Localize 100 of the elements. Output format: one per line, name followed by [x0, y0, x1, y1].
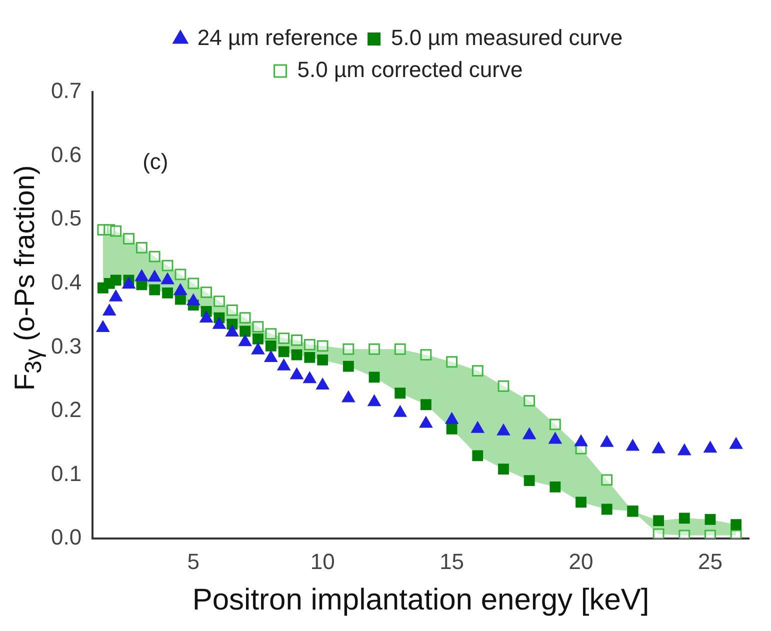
point [496, 424, 510, 436]
y-tick-label: 0.5 [50, 206, 82, 231]
point [678, 444, 691, 456]
point [123, 233, 134, 244]
point [291, 349, 302, 360]
annotation: (c) [142, 149, 168, 174]
point [498, 464, 509, 475]
point [265, 340, 276, 352]
point [368, 372, 380, 383]
point [122, 277, 136, 289]
point [175, 294, 186, 305]
x-axis-title: Positron implantation energy [keV] [192, 583, 650, 616]
point [251, 342, 265, 354]
point [445, 412, 458, 424]
point [226, 304, 238, 316]
y-tick-label: 0.6 [50, 142, 82, 167]
point [135, 270, 148, 282]
point [522, 428, 536, 440]
x-tick-label: 5 [187, 548, 200, 574]
point [678, 530, 690, 539]
point [730, 530, 742, 539]
legend-label: 24 µm reference [197, 25, 358, 50]
point [653, 515, 664, 526]
point [200, 310, 213, 322]
point [548, 432, 562, 444]
point [200, 286, 212, 298]
point [291, 334, 302, 346]
point [239, 312, 251, 324]
y-tick-label: 0.7 [50, 78, 82, 104]
point [186, 294, 200, 306]
point [342, 390, 355, 402]
point [316, 340, 328, 352]
point [730, 437, 743, 449]
point [252, 321, 264, 332]
point [549, 418, 561, 430]
point [264, 350, 278, 362]
point [524, 395, 536, 406]
point [420, 399, 432, 410]
y-tick-label: 0.4 [50, 269, 82, 294]
point [524, 475, 535, 486]
point [278, 346, 290, 358]
point [148, 270, 162, 282]
point [704, 514, 716, 525]
y-tick-label: 0.3 [50, 333, 82, 358]
x-tick-label: 15 [440, 548, 464, 574]
point [149, 284, 160, 296]
point [730, 519, 742, 530]
point [252, 333, 264, 344]
y-tick-label: 0.0 [50, 524, 82, 550]
point [420, 349, 432, 361]
point [317, 354, 328, 366]
point [238, 334, 252, 346]
point [110, 225, 122, 237]
point [174, 284, 188, 296]
y-tick-label: 0.1 [50, 460, 82, 486]
point [498, 380, 510, 392]
point [160, 272, 174, 284]
point [342, 343, 354, 355]
point [342, 360, 354, 372]
x-tick-label: 20 [568, 548, 594, 574]
point [704, 441, 717, 453]
point [304, 338, 316, 350]
point [316, 378, 330, 390]
point [419, 416, 433, 428]
point [162, 288, 173, 298]
point [188, 278, 200, 290]
point [265, 328, 277, 340]
point [652, 442, 666, 454]
point [214, 296, 225, 307]
x-tick-label: 10 [310, 548, 335, 574]
point [704, 530, 716, 539]
point [212, 317, 226, 329]
point [652, 528, 664, 539]
point [102, 304, 116, 316]
point [277, 358, 290, 370]
point [96, 320, 110, 332]
point [472, 365, 484, 377]
point [601, 474, 613, 486]
point [394, 405, 407, 417]
point [174, 268, 186, 280]
point [226, 325, 239, 337]
point [290, 368, 304, 380]
point [446, 423, 458, 434]
y-tick-label: 0.2 [50, 397, 82, 422]
point [394, 388, 406, 399]
point [148, 250, 160, 262]
point [678, 512, 690, 524]
legend-label: 5.0 µm corrected curve [297, 57, 523, 82]
point [109, 290, 122, 302]
point [368, 394, 381, 406]
point [278, 332, 290, 344]
point [550, 481, 561, 492]
point [626, 439, 640, 451]
point [368, 343, 380, 355]
point [304, 352, 316, 363]
point [110, 274, 122, 286]
legend-label: 5.0 µm measured curve [391, 25, 623, 50]
point [162, 260, 174, 272]
point [303, 372, 316, 384]
point [446, 356, 458, 368]
